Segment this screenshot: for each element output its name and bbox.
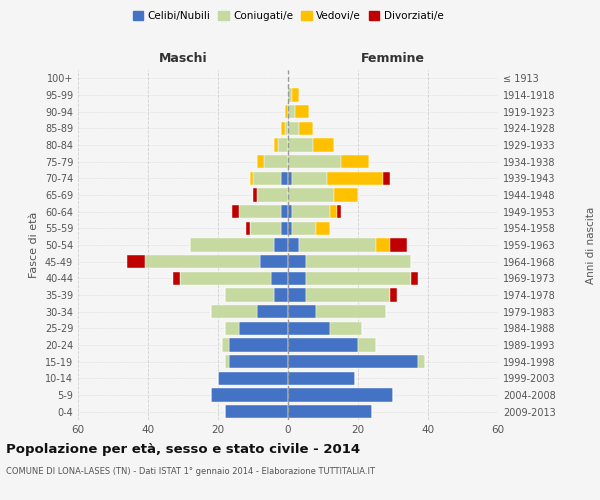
Bar [418, 355, 425, 368]
Bar [221, 338, 229, 351]
Bar [288, 405, 372, 418]
Bar [239, 322, 288, 335]
Bar [288, 155, 341, 168]
Bar [284, 122, 288, 135]
Text: Popolazione per età, sesso e stato civile - 2014: Popolazione per età, sesso e stato civil… [6, 442, 360, 456]
Bar [239, 205, 281, 218]
Bar [292, 222, 316, 235]
Bar [274, 138, 277, 151]
Bar [127, 255, 145, 268]
Bar [288, 105, 295, 118]
Bar [334, 188, 358, 202]
Bar [288, 272, 305, 285]
Bar [288, 255, 305, 268]
Bar [250, 222, 281, 235]
Bar [288, 288, 305, 302]
Text: Femmine: Femmine [361, 52, 425, 65]
Bar [292, 205, 330, 218]
Bar [288, 122, 299, 135]
Bar [173, 272, 179, 285]
Bar [299, 238, 376, 252]
Bar [292, 88, 299, 102]
Bar [305, 288, 389, 302]
Bar [218, 372, 288, 385]
Bar [295, 105, 309, 118]
Bar [341, 155, 368, 168]
Bar [292, 172, 326, 185]
Bar [288, 205, 292, 218]
Bar [211, 388, 288, 402]
Bar [376, 238, 389, 252]
Bar [383, 172, 389, 185]
Bar [389, 238, 407, 252]
Legend: Celibi/Nubili, Coniugati/e, Vedovi/e, Divorziati/e: Celibi/Nubili, Coniugati/e, Vedovi/e, Di… [130, 8, 446, 24]
Bar [410, 272, 418, 285]
Bar [281, 172, 288, 185]
Bar [326, 172, 383, 185]
Bar [284, 105, 288, 118]
Bar [263, 155, 288, 168]
Bar [232, 205, 239, 218]
Bar [225, 288, 274, 302]
Bar [313, 138, 334, 151]
Bar [229, 355, 288, 368]
Bar [288, 355, 418, 368]
Bar [288, 338, 358, 351]
Bar [250, 172, 253, 185]
Text: COMUNE DI LONA-LASES (TN) - Dati ISTAT 1° gennaio 2014 - Elaborazione TUTTITALIA: COMUNE DI LONA-LASES (TN) - Dati ISTAT 1… [6, 468, 375, 476]
Bar [277, 138, 288, 151]
Bar [190, 238, 274, 252]
Bar [253, 172, 281, 185]
Bar [299, 122, 313, 135]
Bar [260, 255, 288, 268]
Bar [316, 222, 330, 235]
Bar [257, 305, 288, 318]
Bar [358, 338, 376, 351]
Bar [288, 138, 313, 151]
Bar [330, 205, 337, 218]
Bar [316, 305, 386, 318]
Bar [225, 322, 239, 335]
Bar [288, 388, 393, 402]
Bar [288, 222, 292, 235]
Text: Anni di nascita: Anni di nascita [586, 206, 596, 284]
Bar [179, 272, 271, 285]
Bar [225, 355, 229, 368]
Bar [305, 272, 410, 285]
Bar [288, 88, 292, 102]
Bar [257, 188, 288, 202]
Bar [274, 238, 288, 252]
Bar [246, 222, 250, 235]
Bar [274, 288, 288, 302]
Bar [145, 255, 260, 268]
Bar [337, 205, 341, 218]
Bar [288, 188, 334, 202]
Bar [288, 172, 292, 185]
Bar [281, 222, 288, 235]
Bar [271, 272, 288, 285]
Text: Maschi: Maschi [158, 52, 208, 65]
Bar [211, 305, 257, 318]
Bar [288, 372, 355, 385]
Bar [305, 255, 410, 268]
Bar [281, 205, 288, 218]
Bar [389, 288, 397, 302]
Y-axis label: Fasce di età: Fasce di età [29, 212, 39, 278]
Bar [281, 122, 284, 135]
Bar [288, 238, 299, 252]
Bar [257, 155, 263, 168]
Bar [288, 305, 316, 318]
Bar [225, 405, 288, 418]
Bar [330, 322, 361, 335]
Bar [229, 338, 288, 351]
Bar [253, 188, 257, 202]
Bar [288, 322, 330, 335]
